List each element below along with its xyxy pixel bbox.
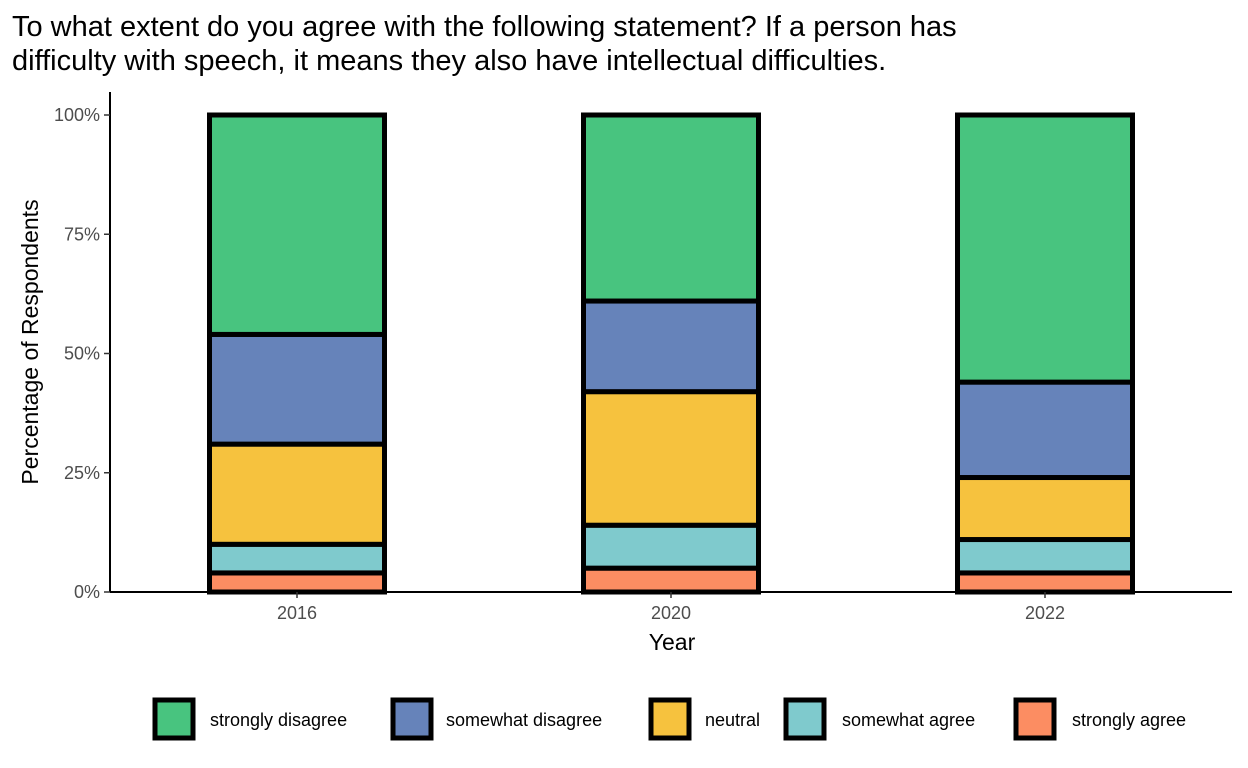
legend-label-strongly-agree: strongly agree xyxy=(1072,710,1186,730)
bar-segment-2016-somewhat-disagree xyxy=(207,331,387,447)
y-axis-title: Percentage of Respondents xyxy=(17,199,43,484)
bar-segment-2020-strongly-agree xyxy=(581,565,761,595)
bar-segment-2016-strongly-disagree xyxy=(207,112,387,337)
bar-segment-2022-somewhat-disagree xyxy=(955,379,1135,481)
legend-item-somewhat-agree: somewhat agree xyxy=(783,697,975,741)
y-tick-label: 75% xyxy=(64,224,100,244)
bar-segment-2016-strongly-agree xyxy=(207,570,387,595)
legend-item-strongly-disagree: strongly disagree xyxy=(152,697,347,741)
bar-segment-2016-neutral xyxy=(207,441,387,547)
x-tick-label: 2022 xyxy=(1025,603,1065,623)
x-tick-label: 2020 xyxy=(651,603,691,623)
bar-segment-2022-neutral xyxy=(955,475,1135,543)
legend-swatch-somewhat-disagree xyxy=(390,697,434,741)
legend: strongly disagree somewhat disagree neutra… xyxy=(152,697,1186,741)
plot-area: 0% 25% 50% 75% 100% 2016 2020 2022 xyxy=(54,92,1232,623)
y-tick-label: 50% xyxy=(64,344,100,364)
y-axis-label: Percentage of Respondents xyxy=(17,199,43,484)
chart-title: To what extent do you agree with the fol… xyxy=(12,11,957,77)
x-axis-title: Year xyxy=(649,629,696,655)
legend-label-strongly-disagree: strongly disagree xyxy=(210,710,347,730)
bar-segment-2020-strongly-disagree xyxy=(581,112,761,304)
legend-swatch-somewhat-agree xyxy=(783,697,827,741)
chart-title-line-2: difficulty with speech, it means they al… xyxy=(12,45,886,77)
bar-segment-2020-somewhat-disagree xyxy=(581,298,761,395)
y-tick-label: 25% xyxy=(64,463,100,483)
bar-segment-2022-strongly-agree xyxy=(955,570,1135,595)
y-tick-label: 0% xyxy=(74,582,100,602)
legend-label-somewhat-agree: somewhat agree xyxy=(842,710,975,730)
x-axis-label: Year xyxy=(649,629,696,655)
legend-label-somewhat-disagree: somewhat disagree xyxy=(446,710,602,730)
legend-swatch-strongly-disagree xyxy=(152,697,196,741)
legend-item-neutral: neutral xyxy=(648,697,760,741)
legend-swatch-strongly-agree xyxy=(1013,697,1057,741)
bar-segment-2020-neutral xyxy=(581,389,761,528)
y-tick-label: 100% xyxy=(54,105,100,125)
legend-item-strongly-agree: strongly agree xyxy=(1013,697,1186,741)
bar-segment-2022-strongly-disagree xyxy=(955,112,1135,385)
bar-segment-2016-somewhat-agree xyxy=(207,541,387,576)
chart-title-line-1: To what extent do you agree with the fol… xyxy=(12,11,957,43)
legend-label-neutral: neutral xyxy=(705,710,760,730)
bar-segment-2022-somewhat-agree xyxy=(955,537,1135,576)
legend-swatch-neutral xyxy=(648,697,692,741)
x-tick-label: 2016 xyxy=(277,603,317,623)
legend-item-somewhat-disagree: somewhat disagree xyxy=(390,697,602,741)
bar-segment-2020-somewhat-agree xyxy=(581,522,761,571)
